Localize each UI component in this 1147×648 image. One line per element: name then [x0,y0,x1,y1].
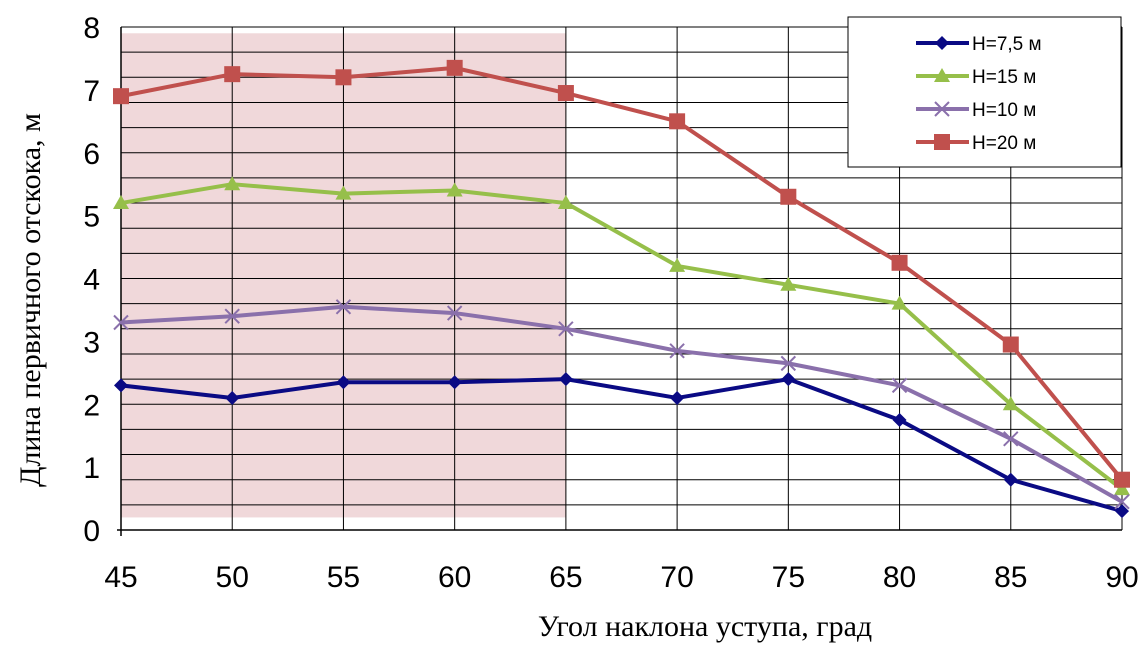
data-point [557,195,574,210]
legend-marker [934,134,950,150]
series-2 [113,176,1130,496]
y-tick-label: 7 [83,75,100,108]
data-point [447,375,462,390]
data-point [891,377,908,394]
data-point [225,390,240,405]
y-tick-label: 4 [83,264,100,297]
data-point [558,372,573,387]
x-axis-ticks: 45 50 55 60 65 70 75 80 85 90 [104,561,1138,594]
data-point [446,305,463,321]
data-point [670,390,685,405]
legend-marker [935,36,949,50]
series-line [120,182,1124,491]
x-tick-label: 50 [216,561,249,594]
x-tick-label: 65 [549,561,582,594]
y-axis-ticks: 0 1 2 3 4 5 6 7 8 [83,12,100,548]
data-point [224,66,241,83]
data-point [891,295,908,310]
x-tick-label: 75 [772,561,805,594]
legend-label: H=20 м [972,133,1036,154]
data-point [669,343,685,359]
x-marker-stroke [1114,493,1130,510]
data-point [336,375,351,390]
data-point [113,88,129,105]
x-marker-stroke [669,343,685,359]
legend-item: H=15 м [916,67,1036,88]
data-point [558,321,574,337]
data-point [669,113,686,130]
data-point [1114,471,1130,488]
data-point [892,412,907,427]
x-marker-stroke [1003,431,1019,447]
x-marker-stroke [934,101,950,117]
y-tick-label: 1 [83,452,100,485]
legend-marker [934,101,950,117]
data-point [446,182,463,197]
x-tick-label: 55 [327,561,360,594]
data-point [224,308,240,324]
data-point [335,299,352,315]
legend-item: H=7,5 м [916,34,1042,55]
data-point [113,314,129,331]
legend-box [847,16,1122,168]
y-tick-label: 5 [83,201,100,234]
x-axis-title: Угол наклона уступа, град [538,610,872,643]
data-point [114,378,128,393]
legend-label: H=10 м [972,100,1036,121]
data-point [1003,431,1019,447]
x-tick-label: 90 [1105,561,1138,594]
x-tick-label: 80 [883,561,916,594]
y-tick-label: 0 [83,515,100,548]
legend-item: H=20 м [916,133,1036,154]
x-marker-stroke [891,377,908,394]
data-point [113,195,129,210]
x-marker-stroke [224,308,240,324]
data-point [557,85,574,102]
x-marker-stroke [558,321,574,337]
data-point [780,276,797,291]
y-tick-label: 3 [83,326,100,359]
data-point [780,188,797,205]
x-marker-stroke [780,355,797,372]
x-tick-label: 60 [438,561,471,594]
legend-marker [934,68,950,82]
y-tick-label: 6 [83,138,100,171]
legend: H=7,5 м H=15 м H=10 м H=20 м [847,16,1122,168]
series-line [120,304,1123,504]
data-point [780,355,797,372]
x-tick-label: 85 [994,561,1027,594]
y-tick-label: 8 [83,12,100,45]
data-point [224,176,241,191]
series-line [120,65,1124,481]
x-tick-label: 45 [104,561,137,594]
data-point [781,372,796,387]
series-layer [113,59,1130,519]
data-point [1114,481,1130,496]
data-point [335,185,352,200]
data-point [1003,472,1018,487]
data-point [1114,493,1130,510]
data-point [335,69,352,86]
data-point [446,59,463,76]
x-tick-label: 70 [660,561,693,594]
data-point [1002,336,1019,353]
data-point [669,257,686,272]
data-point [1002,396,1019,411]
y-axis-title: Длина первичного отскока, м [14,113,47,487]
series-1 [114,372,1129,519]
series-4 [113,59,1130,488]
data-point [1115,504,1129,519]
x-marker-stroke [335,299,352,315]
legend-label: H=7,5 м [972,34,1042,55]
x-marker-stroke [113,314,129,331]
series-3 [113,299,1130,510]
x-marker-stroke [446,305,463,321]
data-point [891,254,908,271]
series-line [120,377,1123,514]
legend-item: H=10 м [916,100,1036,121]
y-tick-label: 2 [83,389,100,422]
legend-label: H=15 м [972,67,1036,88]
